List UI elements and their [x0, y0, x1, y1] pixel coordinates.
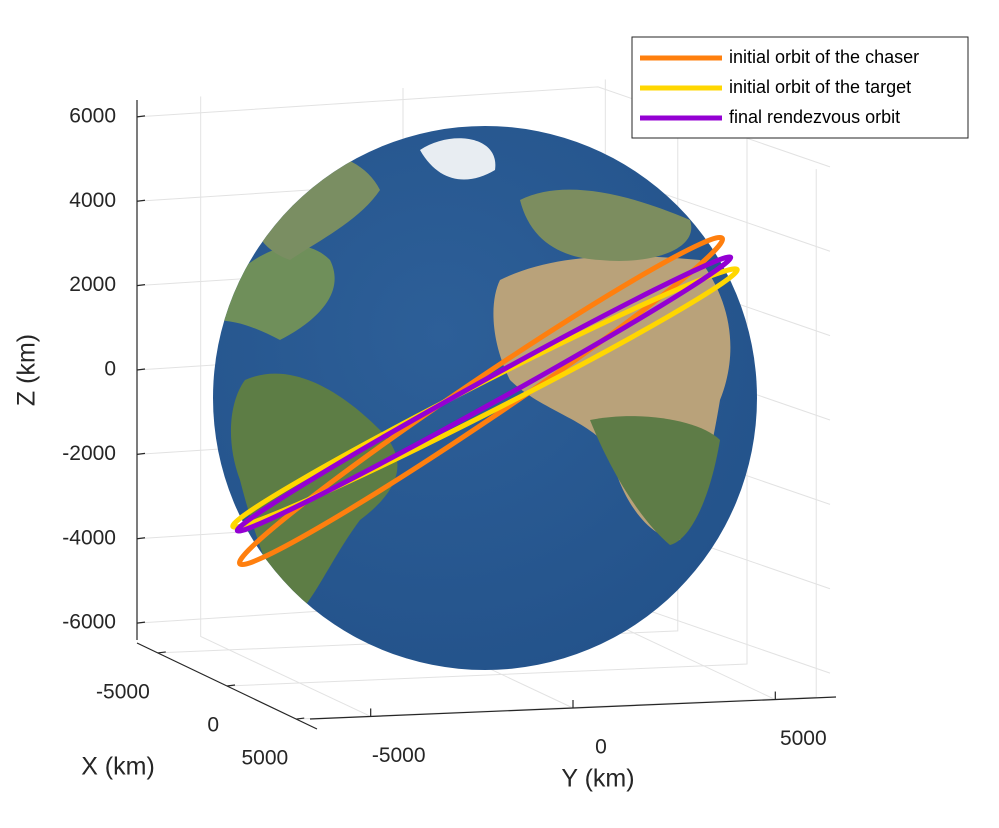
z-tick [136, 199, 146, 202]
x-tick-label: 0 [207, 714, 219, 737]
z-tick-label: -2000 [62, 442, 116, 465]
chaser-orbit [236, 234, 726, 568]
y-tick-label: 5000 [780, 727, 827, 750]
grid-line [200, 96, 371, 717]
x-tick [157, 651, 166, 654]
earth [213, 126, 757, 670]
grid-line [226, 136, 748, 687]
x-axis-label: X (km) [81, 753, 155, 781]
legend-label: final rendezvous orbit [729, 107, 900, 127]
z-tick-label: 4000 [69, 189, 116, 212]
y-axis-label: Y (km) [561, 765, 634, 793]
z-tick [136, 452, 146, 455]
z-axis-label: Z (km) [13, 334, 41, 406]
z-tick [136, 537, 146, 540]
z-tick-label: -4000 [62, 526, 116, 549]
rendezvous-orbit [234, 254, 734, 534]
z-tick [136, 115, 146, 118]
z-tick [136, 621, 146, 624]
x-tick-label: 5000 [242, 747, 289, 770]
z-tick-label: 2000 [69, 273, 116, 296]
z-tick-label: 6000 [69, 104, 116, 127]
legend: initial orbit of the chaser initial orbit… [631, 36, 969, 139]
legend-label: initial orbit of the chaser [729, 47, 919, 67]
x-tick [296, 717, 305, 720]
x-tick-label: -5000 [96, 680, 150, 703]
legend-label: initial orbit of the target [729, 77, 911, 97]
x-tick [226, 684, 236, 687]
y-tick-label: 0 [595, 736, 607, 759]
z-tick [136, 284, 146, 287]
y-tick-label: -5000 [372, 744, 426, 767]
z-tick [136, 368, 146, 371]
axes: -6000 -4000 -2000 0 2000 4000 6000 -5000 0 5000 -5… [62, 100, 837, 770]
z-tick-label: -6000 [62, 611, 116, 634]
grid-line [136, 86, 831, 168]
z-tick-label: 0 [104, 358, 116, 381]
orbits [230, 234, 740, 568]
